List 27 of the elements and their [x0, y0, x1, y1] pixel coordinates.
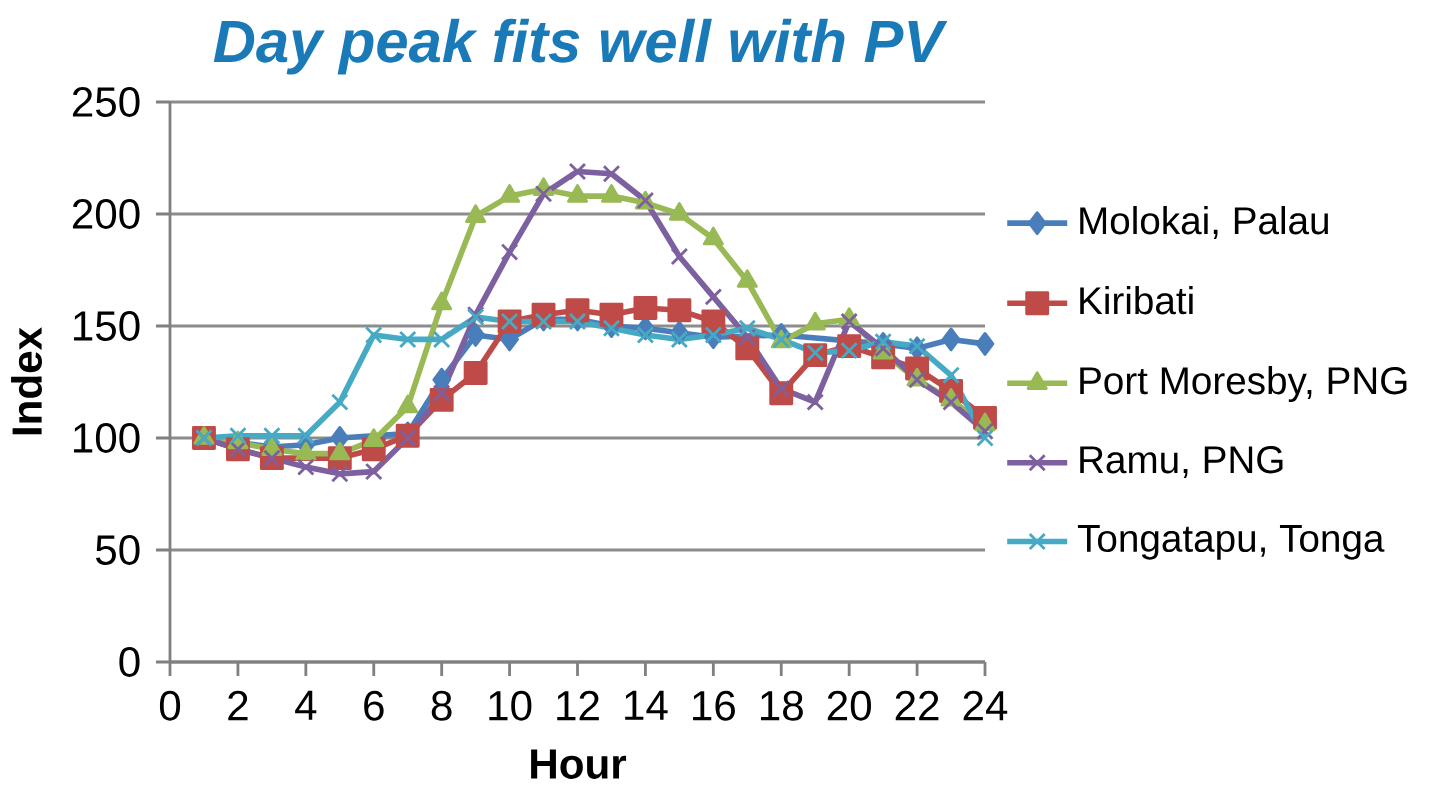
- chart-title: Day peak fits well with PV: [213, 18, 948, 75]
- y-tick-label: 250: [72, 87, 140, 117]
- x-tick-label: 22: [895, 690, 939, 721]
- x-tick-label: 2: [228, 690, 248, 721]
- x-tick-label: 6: [364, 690, 384, 721]
- x-tick-label: 24: [963, 690, 1008, 721]
- x-tick-label: 16: [693, 690, 735, 721]
- y-tick-label: 150: [74, 311, 140, 341]
- y-tick-label: 100: [74, 423, 140, 453]
- x-tick-label: 4: [295, 690, 317, 720]
- legend-label: Kiribati: [1080, 286, 1193, 315]
- y-tick-label: 200: [72, 199, 140, 229]
- legend-label: Molokai, Palau: [1080, 206, 1328, 239]
- x-axis-title: Hour: [531, 749, 627, 779]
- x-tick-label: 20: [827, 690, 871, 721]
- x-tick-label: 12: [557, 690, 599, 721]
- x-tick-label: 14: [625, 690, 668, 720]
- y-tick-label: 0: [119, 647, 140, 677]
- x-tick-label: 8: [431, 690, 452, 721]
- y-tick-label: 50: [95, 535, 140, 565]
- x-tick-label: 0: [159, 690, 181, 721]
- x-tick-label: 10: [489, 690, 532, 721]
- y-axis-title: Index: [11, 327, 42, 435]
- x-tick-label: 18: [761, 690, 803, 721]
- legend-label: Tongatapu, Tonga: [1077, 525, 1385, 560]
- legend-label: Port Moresby, PNG: [1080, 366, 1407, 403]
- legend-label: Ramu, PNG: [1080, 446, 1283, 479]
